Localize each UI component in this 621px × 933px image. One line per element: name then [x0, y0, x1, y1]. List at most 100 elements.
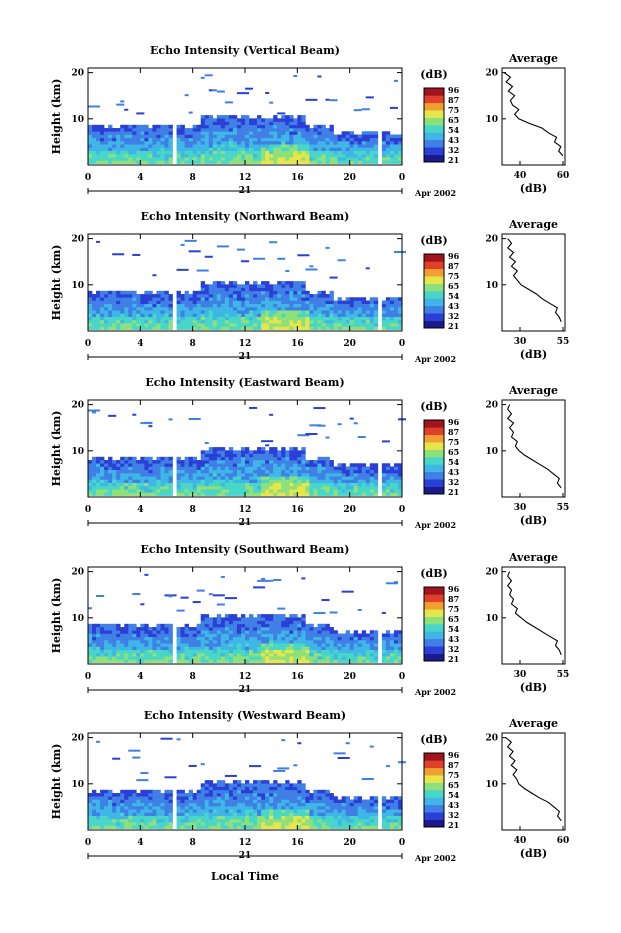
heatmap-cell	[297, 141, 301, 145]
heatmap-cell	[156, 793, 160, 797]
heatmap-cell	[362, 138, 366, 142]
heatmap-cell	[205, 624, 209, 628]
heatmap-cell	[293, 291, 297, 295]
heatmap-cell	[225, 640, 229, 644]
heatmap-cell	[100, 160, 104, 164]
heatmap-cell	[181, 307, 185, 311]
heatmap-cell	[261, 310, 265, 314]
heatmap-cell	[277, 291, 281, 295]
heatmap-cell	[120, 793, 124, 797]
heatmap-cell	[201, 160, 205, 164]
heatmap-cell	[334, 317, 338, 321]
heatmap-cell	[257, 125, 261, 129]
heatmap-cell	[382, 653, 386, 657]
heatmap-cell	[177, 144, 181, 148]
heatmap-cell	[225, 467, 229, 471]
heatmap-cell	[217, 637, 221, 641]
heatmap-cell	[330, 307, 334, 311]
heatmap-cell	[374, 492, 378, 496]
heatmap-cell	[144, 473, 148, 477]
heatmap-cell	[241, 115, 245, 119]
heatmap-cell	[382, 637, 386, 641]
heatmap-cell	[201, 621, 205, 625]
heatmap-cell	[249, 806, 253, 810]
heatmap-cell	[88, 637, 92, 641]
heatmap-cell	[245, 317, 249, 321]
heatmap-cell	[132, 624, 136, 628]
heatmap-cell	[354, 659, 358, 663]
heatmap-cell	[321, 640, 325, 644]
heatmap-cell	[374, 313, 378, 317]
heatmap-cell	[160, 643, 164, 647]
heatmap-cell	[249, 154, 253, 158]
heatmap-cell	[108, 157, 112, 161]
heatmap-cell	[309, 624, 313, 628]
heatmap-cell	[285, 796, 289, 800]
heatmap-cell	[116, 473, 120, 477]
heatmap-cell	[317, 793, 321, 797]
heatmap-cell	[350, 806, 354, 810]
heatmap-cell	[269, 470, 273, 474]
heatmap-cell	[160, 796, 164, 800]
heatmap-cell	[253, 825, 257, 829]
heatmap-cell	[116, 304, 120, 308]
heatmap-cell	[249, 313, 253, 317]
heatmap-cell	[237, 323, 241, 327]
heatmap-cell	[181, 634, 185, 638]
heatmap-cell	[257, 825, 261, 829]
heatmap-cell	[217, 297, 221, 301]
heatmap-cell	[289, 640, 293, 644]
heatmap-cell	[313, 160, 317, 164]
x-tick-label: 20	[343, 672, 356, 682]
heatmap-cell	[177, 640, 181, 644]
heatmap-cell	[181, 135, 185, 139]
heatmap-cell	[233, 460, 237, 464]
heatmap-cell	[309, 822, 313, 826]
heatmap-cell	[164, 653, 168, 657]
heatmap-cell	[297, 659, 301, 663]
heatmap-cell	[293, 288, 297, 292]
heatmap-cell	[177, 320, 181, 324]
heatmap-cell	[297, 118, 301, 122]
heatmap-cell	[169, 809, 173, 813]
heatmap-cell	[225, 659, 229, 663]
heatmap-cell	[88, 313, 92, 317]
heatmap-cell	[362, 467, 366, 471]
heatmap-cell	[273, 460, 277, 464]
heatmap-cell	[382, 656, 386, 660]
heatmap-cell	[116, 154, 120, 158]
heatmap-cell	[201, 450, 205, 454]
heatmap-cell	[257, 819, 261, 823]
heatmap-cell	[317, 135, 321, 139]
heatmap-cell	[124, 138, 128, 142]
heatmap-cell	[289, 486, 293, 490]
heatmap-cell	[346, 467, 350, 471]
heatmap-cell	[128, 463, 132, 467]
heatmap-cell	[301, 783, 305, 787]
heatmap-cell	[313, 473, 317, 477]
heatmap-cell	[160, 291, 164, 295]
heatmap-cell	[185, 307, 189, 311]
heatmap-cell	[297, 138, 301, 142]
heatmap-cell	[237, 822, 241, 826]
heatmap-cell	[209, 483, 213, 487]
heatmap-cell	[185, 301, 189, 305]
heatmap-cell	[285, 291, 289, 295]
heatmap-cell	[305, 433, 317, 435]
heatmap-cell	[245, 457, 249, 461]
heatmap-cell	[269, 819, 273, 823]
heatmap-cell	[128, 650, 132, 654]
heatmap-cell	[193, 486, 197, 490]
heatmap-cell	[116, 492, 120, 496]
heatmap-cell	[108, 323, 112, 327]
heatmap-cell	[269, 653, 273, 657]
heatmap-cell	[116, 816, 120, 820]
heatmap-cell	[370, 307, 374, 311]
heatmap-cell	[233, 131, 237, 135]
heatmap-cell	[313, 489, 317, 493]
heatmap-cell	[205, 780, 209, 784]
heatmap-cell	[313, 407, 325, 409]
heatmap-cell	[301, 637, 305, 641]
heatmap-cell	[197, 141, 201, 145]
heatmap-cell	[140, 492, 144, 496]
